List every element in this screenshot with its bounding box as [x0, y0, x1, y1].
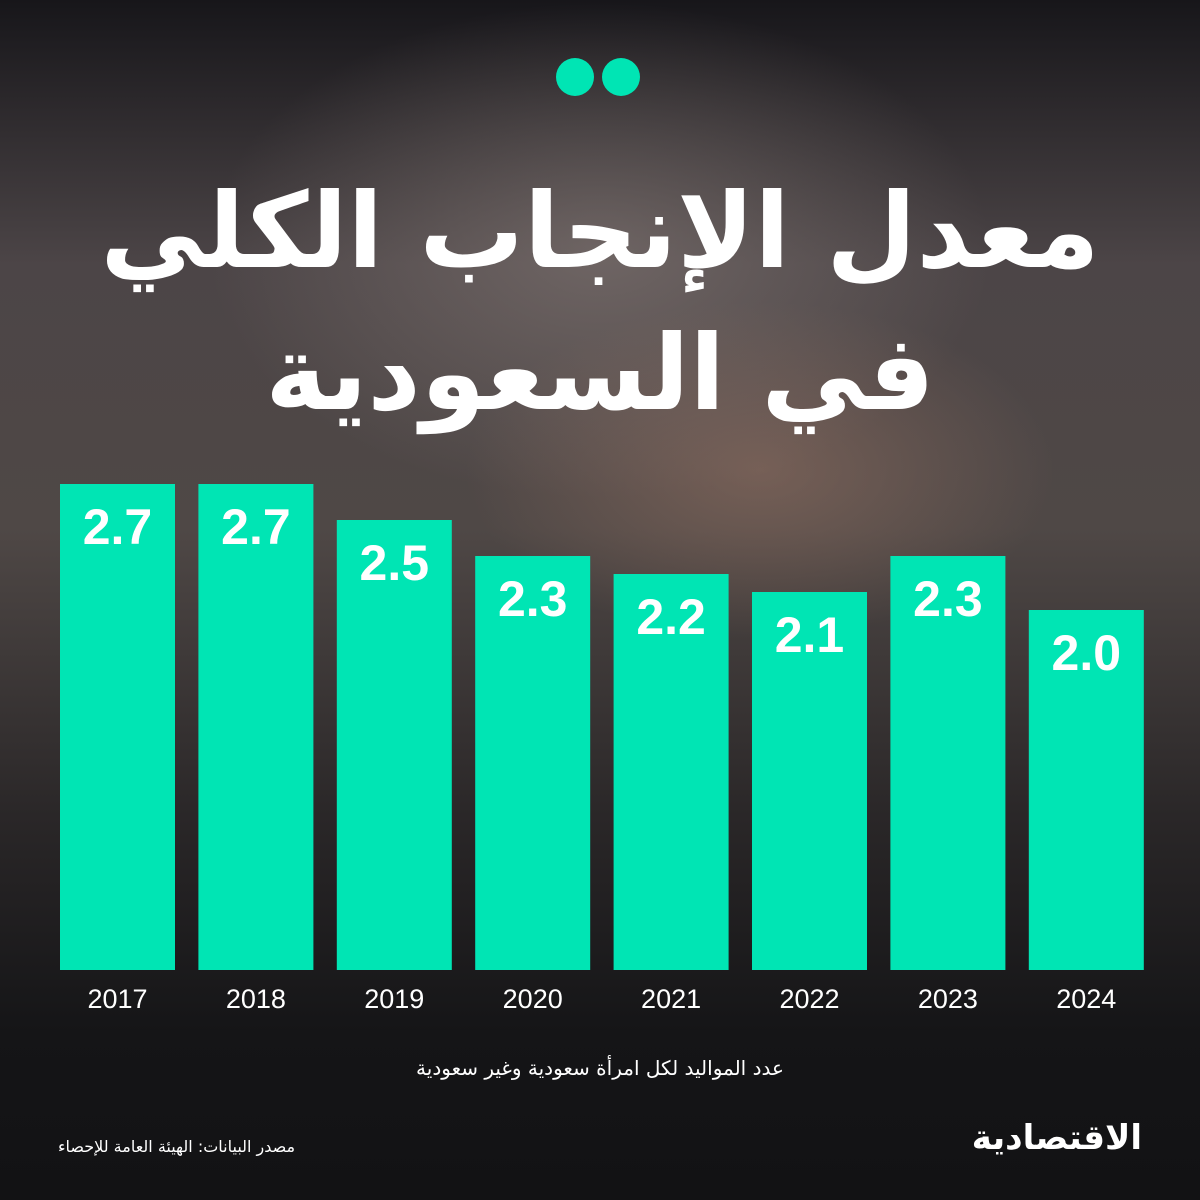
- x-tick-label: 2019: [364, 984, 424, 1014]
- bar-value-label: 2.2: [636, 589, 706, 645]
- x-tick-label: 2020: [503, 984, 563, 1014]
- bar-2019: [336, 520, 452, 970]
- bar-value-label: 2.7: [83, 499, 153, 555]
- x-tick-label: 2017: [87, 984, 147, 1014]
- bar-value-label: 2.0: [1052, 625, 1122, 681]
- page-title: معدل الإنجاب الكلي في السعودية: [80, 160, 1120, 444]
- bar-2024: [1028, 610, 1144, 970]
- title-line-2: في السعودية: [265, 312, 935, 434]
- quote-dot-icon: [556, 58, 594, 96]
- bar-value-label: 2.7: [221, 499, 291, 555]
- bar-2022: [752, 592, 867, 970]
- bar-2017: [60, 484, 175, 970]
- bar-value-label: 2.1: [775, 607, 845, 663]
- x-tick-label: 2023: [918, 984, 978, 1014]
- quote-dot-icon: [602, 58, 640, 96]
- data-source: مصدر البيانات: الهيئة العامة للإحصاء: [58, 1137, 296, 1156]
- bar-2018: [198, 484, 314, 970]
- bar-2020: [475, 556, 591, 970]
- quotation-dots-icon: [556, 58, 646, 98]
- bar-value-label: 2.3: [913, 571, 983, 627]
- bar-2021: [613, 574, 729, 970]
- bar-2023: [890, 556, 1006, 970]
- brand-logo: الاقتصادية: [971, 1118, 1142, 1158]
- x-tick-label: 2021: [641, 984, 701, 1014]
- bar-value-label: 2.3: [498, 571, 568, 627]
- x-tick-label: 2018: [226, 984, 286, 1014]
- x-tick-label: 2022: [779, 984, 839, 1014]
- title-line-1: معدل الإنجاب الكلي: [100, 170, 1100, 292]
- x-tick-label: 2024: [1056, 984, 1116, 1014]
- unit-note: عدد المواليد لكل امرأة سعودية وغير سعودي…: [416, 1056, 784, 1080]
- bar-value-label: 2.5: [360, 535, 430, 591]
